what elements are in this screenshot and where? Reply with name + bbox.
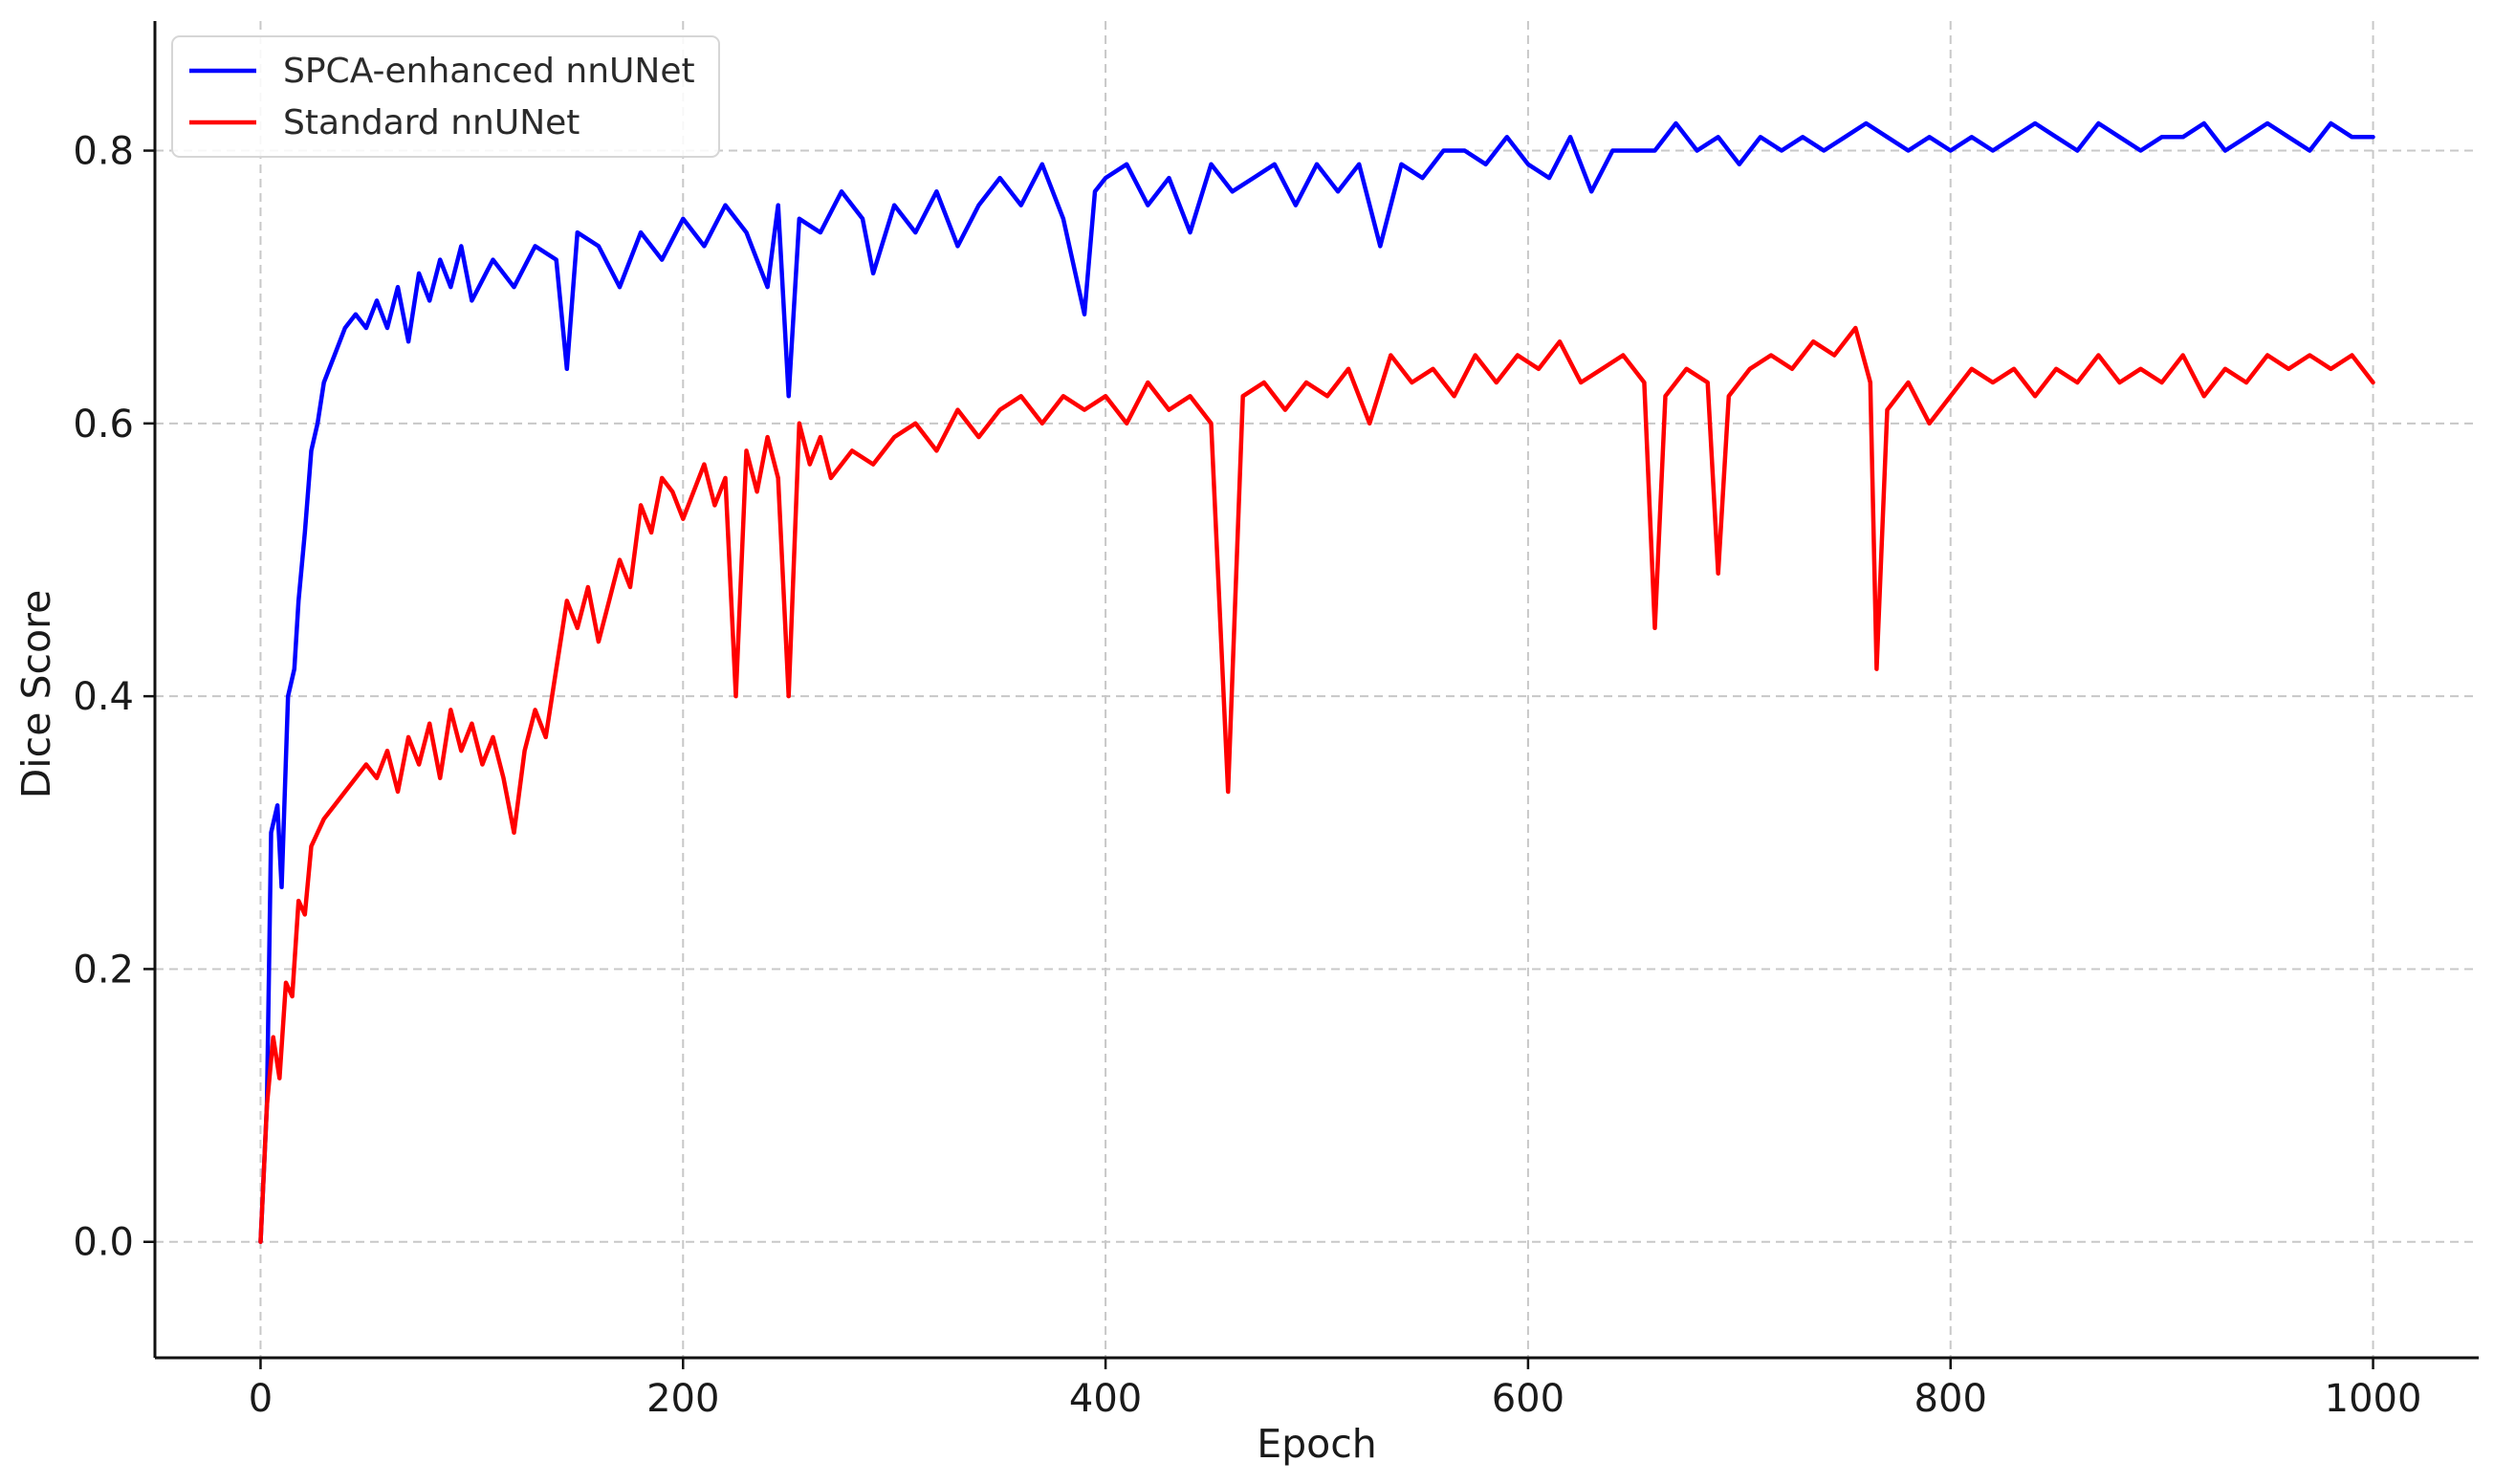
legend: SPCA-enhanced nnUNet Standard nnUNet [171, 35, 720, 158]
series-line-standard [258, 325, 2375, 1244]
axis-ticks: 0 200 400 600 800 1000 0.0 0.2 0.4 0.6 0.8 [73, 130, 2421, 1421]
y-tick-label: 0.6 [73, 403, 134, 447]
y-tick-label: 0.0 [73, 1221, 134, 1265]
y-tick-label: 0.2 [73, 948, 134, 992]
series-line-spca [258, 120, 2375, 1244]
grid-lines [155, 21, 2479, 1358]
x-tick-label: 800 [1914, 1377, 1987, 1421]
legend-label-spca: SPCA-enhanced nnUNet [283, 52, 695, 91]
legend-label-standard: Standard nnUNet [283, 103, 580, 142]
axes [153, 21, 2479, 1360]
x-tick-label: 1000 [2325, 1377, 2422, 1421]
x-tick-label: 0 [249, 1377, 273, 1421]
x-tick-label: 600 [1492, 1377, 1564, 1421]
y-tick-label: 0.8 [73, 130, 134, 174]
x-tick-label: 200 [646, 1377, 719, 1421]
series-lines [258, 120, 2375, 1244]
legend-box [171, 35, 720, 158]
x-axis-label: Epoch [1257, 1421, 1377, 1467]
y-tick-label: 0.4 [73, 675, 134, 719]
y-axis-label: Dice Score [13, 590, 59, 799]
x-tick-label: 400 [1069, 1377, 1142, 1421]
